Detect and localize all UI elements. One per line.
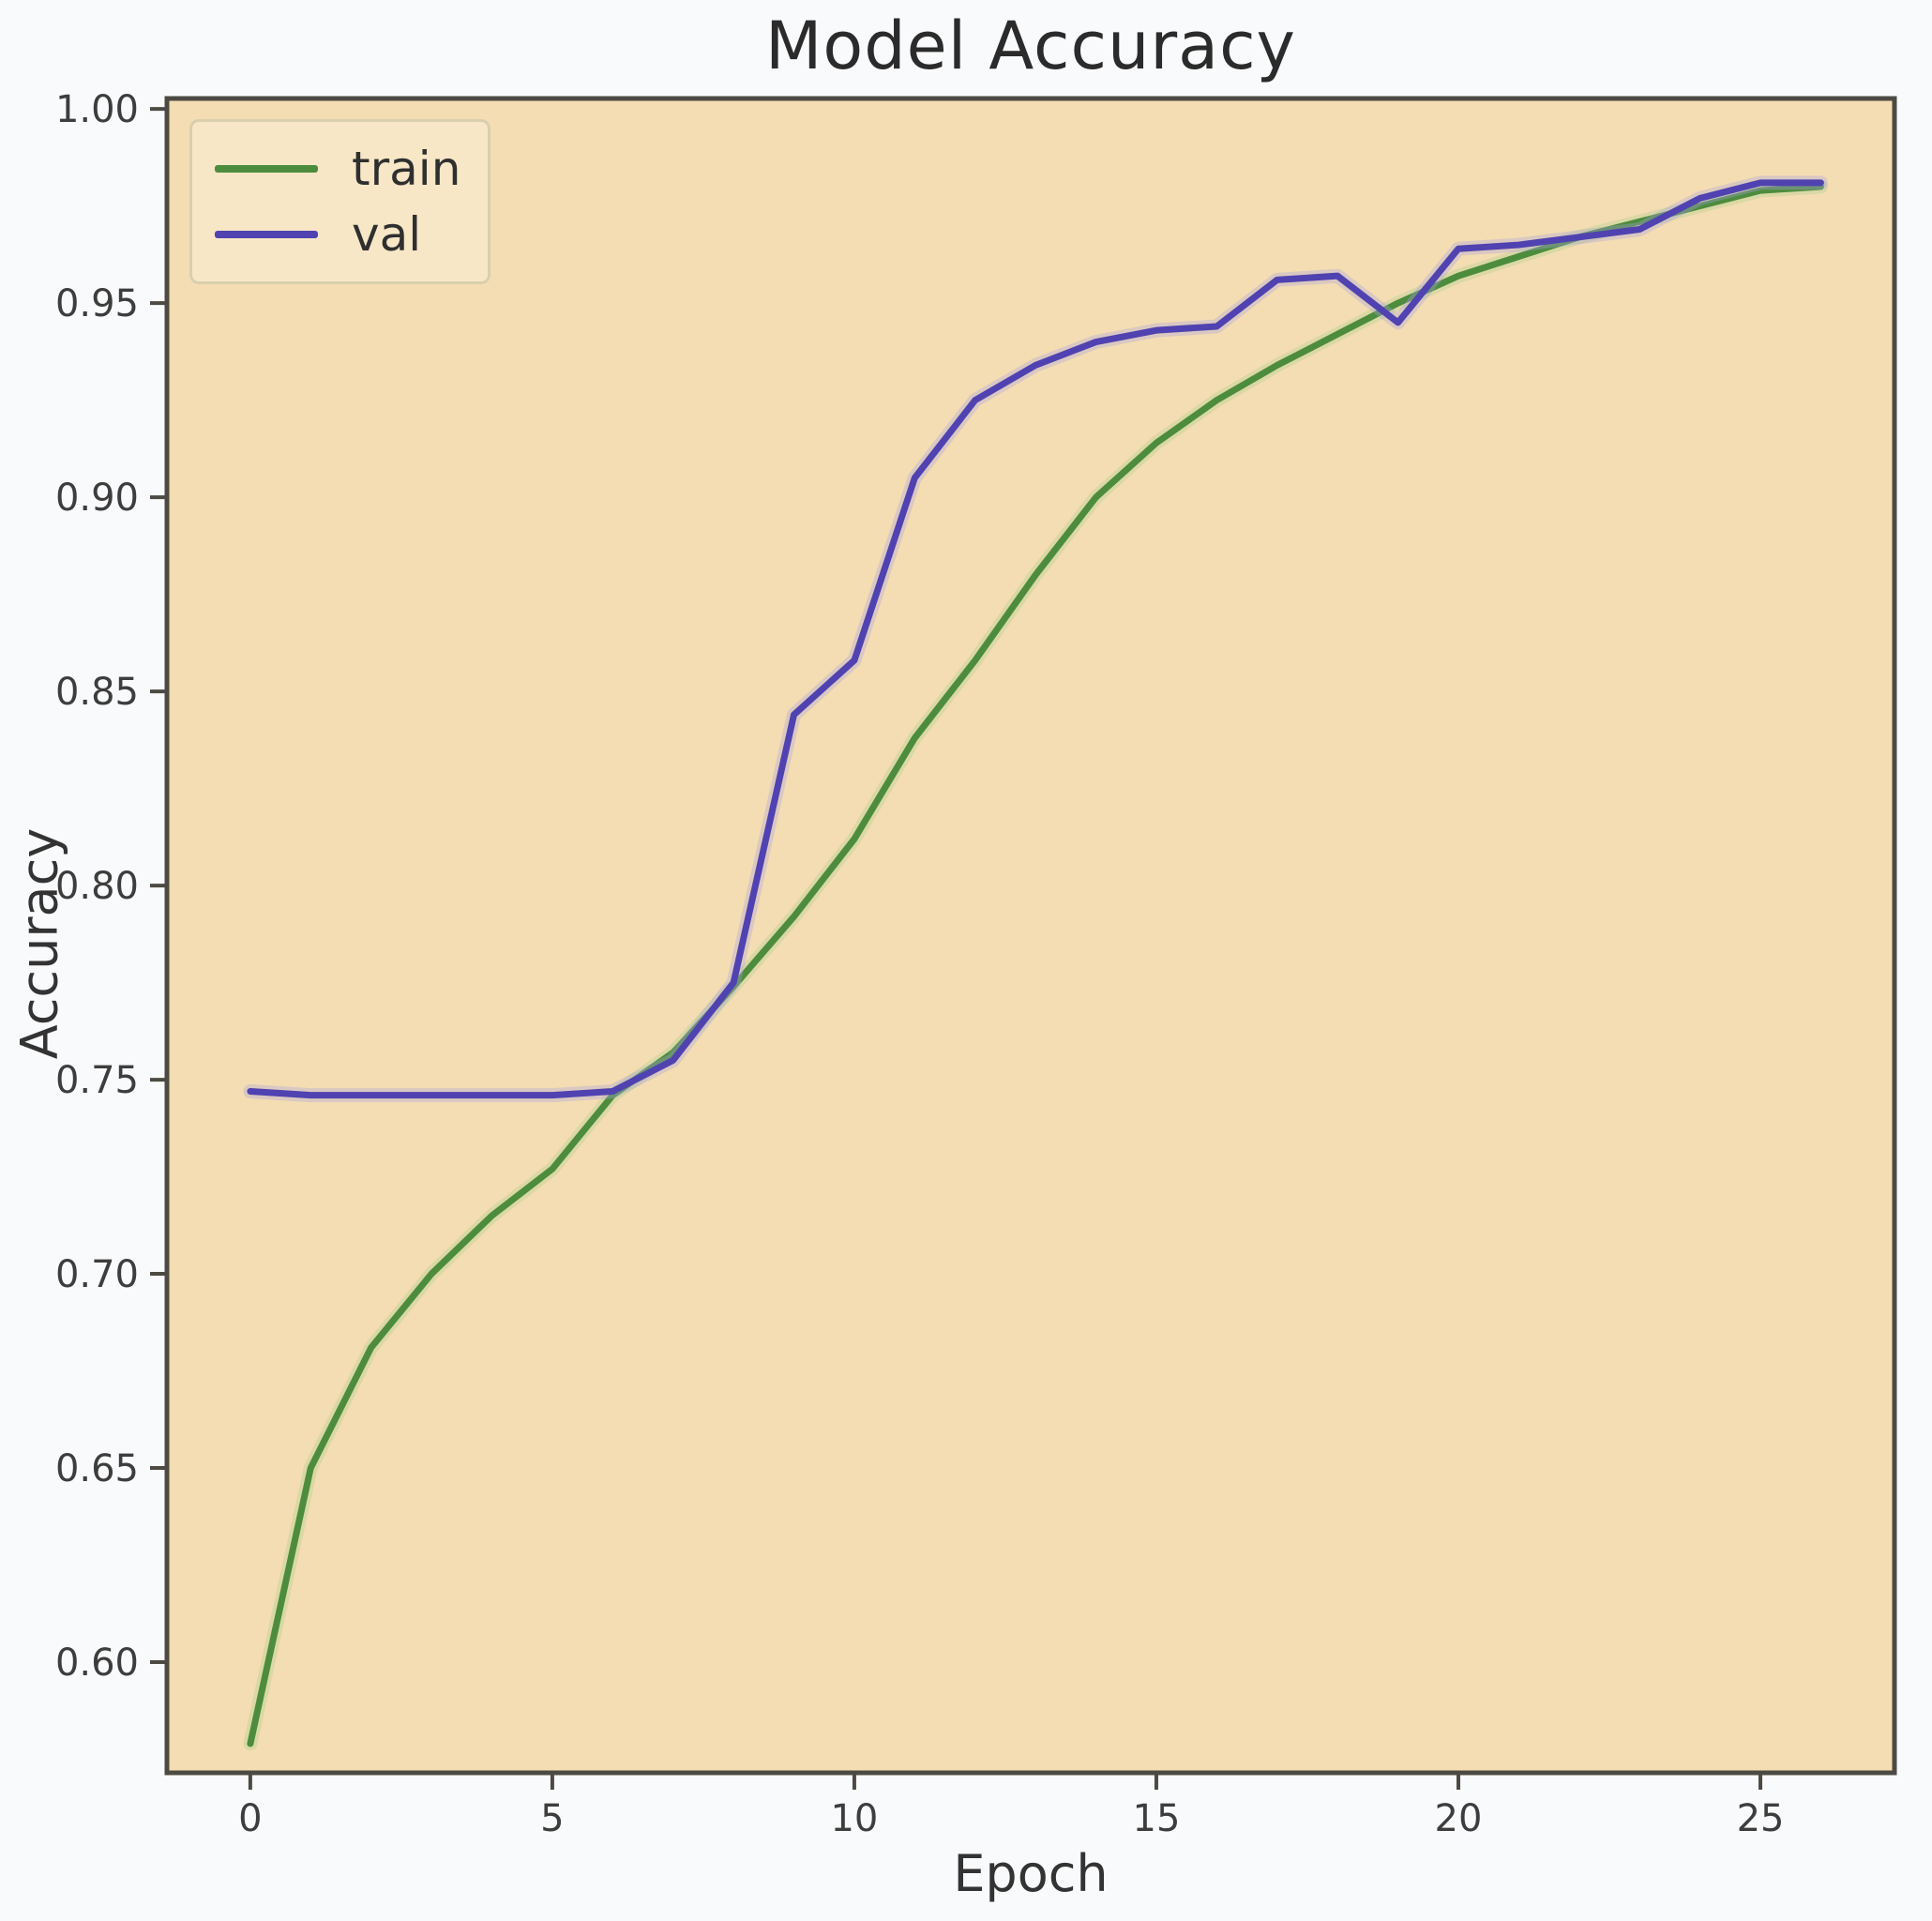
x-tick-label: 15	[1133, 1797, 1181, 1840]
legend-label-train: train	[352, 142, 461, 197]
legend-row-train: train	[192, 145, 488, 192]
val-line	[247, 179, 1824, 1099]
y-axis-label: Accuracy	[9, 827, 69, 1060]
legend-label-val: val	[352, 206, 422, 262]
y-tick-label: 0.70	[55, 1253, 139, 1296]
y-tick-label: 0.85	[55, 671, 139, 714]
y-tick-label: 0.90	[55, 476, 139, 520]
plot-area	[164, 96, 1897, 1776]
legend-row-val: val	[192, 211, 488, 258]
y-tick-label: 0.65	[55, 1447, 139, 1490]
legend: train val	[189, 119, 491, 284]
x-tick-label: 10	[830, 1797, 878, 1840]
y-tick-label: 1.00	[55, 88, 139, 131]
train-line	[247, 183, 1824, 1747]
x-tick-label: 5	[540, 1797, 564, 1840]
y-tick-label: 0.75	[55, 1059, 139, 1102]
y-tick-label: 0.60	[55, 1641, 139, 1685]
y-tick-label: 0.80	[55, 865, 139, 908]
x-tick-label: 0	[238, 1797, 262, 1840]
train-line-swatch-icon	[215, 165, 318, 174]
val-line-swatch-icon	[215, 230, 318, 238]
y-tick-label: 0.95	[55, 282, 139, 325]
chart-title: Model Accuracy	[764, 8, 1296, 84]
x-tick-label: 25	[1737, 1797, 1785, 1840]
x-tick-label: 20	[1435, 1797, 1483, 1840]
x-axis-label: Epoch	[953, 1844, 1109, 1903]
